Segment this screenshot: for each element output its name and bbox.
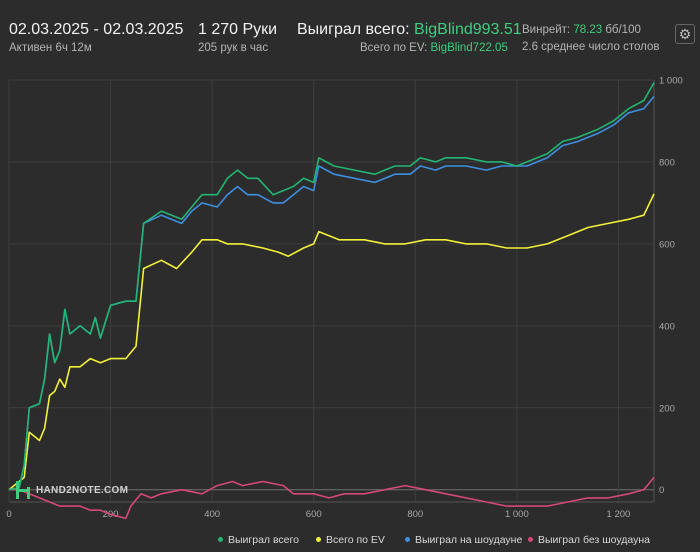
legend-marker [528,536,533,542]
won-total-label: Выиграл всего: [297,21,410,38]
x-tick-label: 400 [204,509,220,520]
y-tick-label: 600 [659,239,675,250]
hand2note-logo: HAND2NOTE.COM [16,481,128,499]
won-total-value: BigBlind993.51 [414,21,522,38]
y-tick-label: 200 [659,403,675,414]
x-tick-label: 0 [6,509,11,520]
legend-label: Выиграл всего [228,534,299,546]
ev-total: Всего по EV: BigBlind722.05 [360,42,508,54]
logo-icon [16,481,30,499]
x-tick-label: 1 200 [607,509,631,520]
legend-item[interactable]: Всего по EV [316,534,385,546]
legend-marker [405,536,410,542]
x-tick-label: 1 000 [505,509,529,520]
legend-item[interactable]: Выиграл всего [218,534,299,546]
legend-item[interactable]: Выиграл без шоудауна [528,534,650,546]
winrate-label: Винрейт: [522,24,571,36]
series-line [8,95,655,491]
y-tick-label: 0 [659,485,664,496]
chart-legend: Выиграл всего Всего по EV Выиграл на шоуда… [0,532,700,550]
won-total: Выиграл всего: BigBlind993.51 [297,21,522,39]
legend-label: Всего по EV [326,534,385,546]
series-line [9,476,655,520]
legend-label: Выиграл на шоудауне [415,534,523,546]
hands-count: 1 270 Руки [198,21,278,38]
legend-item[interactable]: Выиграл на шоудауне [405,534,522,546]
legend-marker [218,536,223,542]
header: 02.03.2025 - 02.03.2025 Активен 6ч 12м 1… [0,0,700,62]
series-line [8,82,655,491]
active-time: Активен 6ч 12м [9,42,92,54]
legend-label: Выиграл без шоудауна [538,534,650,546]
logo-text: HAND2NOTE.COM [36,484,129,496]
y-tick-label: 800 [659,157,675,168]
x-tick-label: 600 [306,509,322,520]
winrate-unit: бб/100 [605,24,641,36]
ev-value: BigBlind722.05 [430,42,508,54]
avg-tables: 2.6 среднее число столов [522,41,660,53]
date-range: 02.03.2025 - 02.03.2025 [9,21,184,38]
y-tick-label: 1 000 [659,76,683,87]
series-line [8,193,655,491]
x-tick-label: 800 [407,509,423,520]
hands-per-hour: 205 рук в час [198,42,269,54]
winrate-value: 78.23 [573,24,603,36]
y-tick-label: 400 [659,321,675,332]
ev-label: Всего по EV: [360,42,428,54]
legend-marker [316,536,321,542]
winrate: Винрейт: 78.23 бб/100 [522,24,641,36]
gear-icon[interactable]: ⚙ [675,24,695,44]
